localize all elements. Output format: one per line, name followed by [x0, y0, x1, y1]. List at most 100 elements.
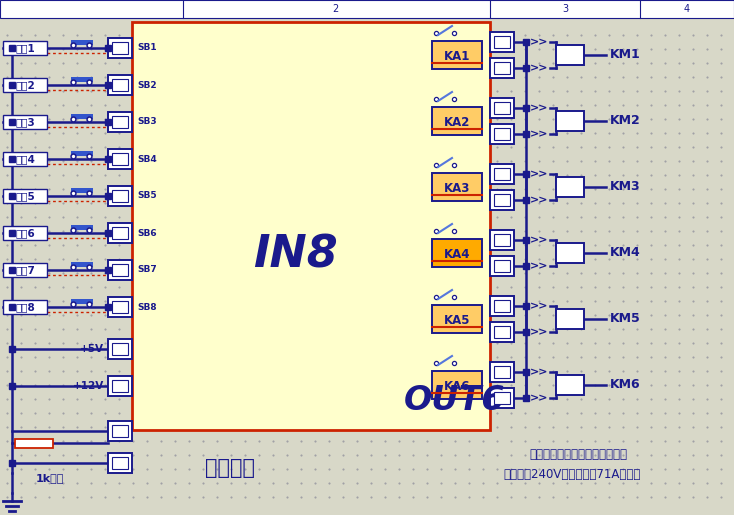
Bar: [494, 392, 510, 404]
Bar: [70, 262, 92, 267]
Bar: [112, 380, 128, 392]
Bar: [112, 116, 128, 128]
Text: SB4: SB4: [137, 154, 157, 163]
Bar: [556, 111, 584, 131]
Text: >>: >>: [530, 129, 548, 139]
Text: KA3: KA3: [444, 181, 470, 195]
Bar: [108, 75, 132, 95]
Text: >>: >>: [530, 367, 548, 377]
Bar: [70, 225, 92, 230]
Bar: [490, 322, 514, 342]
Text: >>: >>: [530, 37, 548, 47]
Bar: [494, 300, 510, 312]
Text: >>: >>: [530, 195, 548, 205]
Bar: [3, 115, 47, 129]
Bar: [108, 223, 132, 243]
Text: 开兴8: 开兴8: [15, 302, 35, 312]
Bar: [70, 114, 92, 119]
Text: 开兴5: 开兴5: [15, 191, 35, 201]
Text: >>: >>: [530, 235, 548, 245]
Bar: [556, 375, 584, 395]
Bar: [490, 124, 514, 144]
Text: （图二）: （图二）: [205, 458, 255, 478]
Text: >>: >>: [530, 301, 548, 311]
Bar: [112, 42, 128, 54]
Text: 开兴3: 开兴3: [15, 117, 35, 127]
Bar: [490, 296, 514, 316]
Text: +5V: +5V: [80, 344, 104, 354]
Bar: [432, 41, 482, 69]
Bar: [108, 186, 132, 206]
Bar: [108, 339, 132, 359]
Bar: [494, 62, 510, 74]
Bar: [108, 149, 132, 169]
Bar: [494, 102, 510, 114]
Text: >>: >>: [530, 63, 548, 73]
Bar: [15, 439, 53, 448]
Bar: [3, 300, 47, 314]
Text: SB1: SB1: [137, 43, 156, 53]
Bar: [556, 45, 584, 65]
Bar: [3, 152, 47, 166]
Bar: [494, 326, 510, 338]
Text: KM5: KM5: [610, 313, 641, 325]
Bar: [556, 243, 584, 263]
Bar: [432, 107, 482, 135]
Text: KM4: KM4: [610, 247, 641, 260]
Text: 2: 2: [332, 4, 338, 14]
Bar: [490, 164, 514, 184]
Bar: [112, 264, 128, 276]
Bar: [494, 168, 510, 180]
Text: KA6: KA6: [444, 380, 470, 392]
Text: 触点耗压240V以下，电流71A以下。: 触点耗压240V以下，电流71A以下。: [504, 469, 641, 482]
Text: 开兴6: 开兴6: [15, 228, 35, 238]
Bar: [556, 309, 584, 329]
Text: SB6: SB6: [137, 229, 156, 237]
Bar: [556, 177, 584, 197]
Bar: [490, 256, 514, 276]
Text: >>: >>: [530, 261, 548, 271]
Text: 开兴4: 开兴4: [15, 154, 35, 164]
Bar: [112, 457, 128, 469]
Text: 开兴2: 开兴2: [15, 80, 35, 90]
Bar: [432, 173, 482, 201]
Bar: [108, 421, 132, 441]
Text: KA4: KA4: [444, 248, 470, 261]
Bar: [112, 79, 128, 91]
Bar: [108, 297, 132, 317]
Text: KA2: KA2: [444, 115, 470, 129]
Bar: [108, 376, 132, 396]
Bar: [494, 366, 510, 378]
Bar: [3, 226, 47, 240]
Bar: [112, 227, 128, 239]
Text: 开兴1: 开兴1: [15, 43, 35, 53]
Bar: [108, 112, 132, 132]
Bar: [112, 301, 128, 313]
Text: +12V: +12V: [73, 381, 104, 391]
Text: 1k电阻: 1k电阻: [36, 473, 64, 483]
Text: OUT6: OUT6: [404, 384, 506, 417]
Bar: [132, 22, 490, 430]
Text: KM3: KM3: [610, 180, 641, 194]
Text: SB2: SB2: [137, 80, 156, 90]
Text: 开兴7: 开兴7: [15, 265, 35, 275]
Bar: [490, 230, 514, 250]
Bar: [0, 0, 734, 18]
Text: 4: 4: [684, 4, 690, 14]
Bar: [108, 453, 132, 473]
Text: 输出部份为小型继电器输出方式: 输出部份为小型继电器输出方式: [529, 449, 627, 461]
Text: KM1: KM1: [610, 48, 641, 61]
Text: 3: 3: [562, 4, 568, 14]
Bar: [494, 128, 510, 140]
Text: IN8: IN8: [252, 233, 338, 277]
Text: KA5: KA5: [444, 314, 470, 327]
Text: SB8: SB8: [137, 302, 156, 312]
Bar: [494, 260, 510, 272]
Bar: [70, 188, 92, 193]
Text: >>: >>: [530, 393, 548, 403]
Bar: [108, 260, 132, 280]
Bar: [108, 38, 132, 58]
Bar: [490, 98, 514, 118]
Bar: [112, 343, 128, 355]
Text: >>: >>: [530, 103, 548, 113]
